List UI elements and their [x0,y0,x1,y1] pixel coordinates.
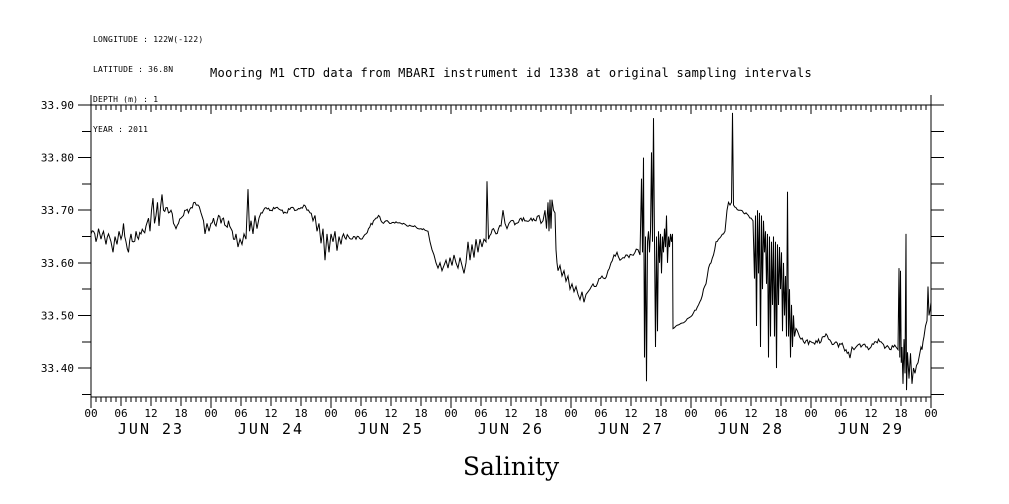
x-hour-label: 06 [594,407,607,420]
x-hour-label: 12 [864,407,877,420]
x-day-label: JUN 28 [718,420,784,438]
x-hour-label: 12 [384,407,397,420]
x-hour-label: 12 [264,407,277,420]
x-day-label: JUN 29 [838,420,904,438]
y-tick-label: 33.70 [41,204,74,217]
x-hour-label: 00 [684,407,697,420]
x-hour-label: 18 [534,407,547,420]
x-hour-label: 06 [114,407,127,420]
y-tick-label: 33.80 [41,152,74,165]
x-day-label: JUN 24 [238,420,304,438]
x-hour-label: 00 [204,407,217,420]
salinity-line [90,112,932,391]
meta-latitude: LATITUDE : 36.8N [93,65,174,74]
x-hour-label: 18 [654,407,667,420]
meta-longitude: LONGITUDE : 122W(-122) [93,35,204,44]
x-hour-label: 12 [624,407,637,420]
x-hour-label: 06 [354,407,367,420]
x-hour-label: 06 [714,407,727,420]
x-hour-label: 18 [774,407,787,420]
y-tick-label: 33.50 [41,309,74,322]
metadata-block: LONGITUDE : 122W(-122) LATITUDE : 36.8N … [93,15,203,155]
x-hour-label: 06 [834,407,847,420]
x-hour-label: 18 [174,407,187,420]
x-axis-title: Salinity [462,452,560,481]
x-day-label: JUN 27 [598,420,664,438]
x-hour-label: 18 [414,407,427,420]
x-day-label: JUN 26 [478,420,544,438]
x-hour-label: 00 [924,407,937,420]
x-hour-label: 00 [804,407,817,420]
y-tick-label: 33.60 [41,257,74,270]
plot-title: Mooring M1 CTD data from MBARI instrumen… [210,66,812,80]
x-hour-label: 00 [324,407,337,420]
x-hour-label: 18 [294,407,307,420]
x-hour-label: 12 [504,407,517,420]
x-hour-label: 06 [234,407,247,420]
x-hour-label: 18 [894,407,907,420]
x-hour-label: 12 [744,407,757,420]
x-hour-label: 06 [474,407,487,420]
x-hour-label: 00 [444,407,457,420]
x-hour-label: 00 [564,407,577,420]
x-hour-label: 00 [84,407,97,420]
meta-depth: DEPTH (m) : 1 [93,95,159,104]
x-day-label: JUN 25 [358,420,424,438]
y-tick-label: 33.90 [41,99,74,112]
y-tick-label: 33.40 [41,362,74,375]
meta-year: YEAR : 2011 [93,125,149,134]
x-hour-label: 12 [144,407,157,420]
x-day-label: JUN 23 [118,420,184,438]
